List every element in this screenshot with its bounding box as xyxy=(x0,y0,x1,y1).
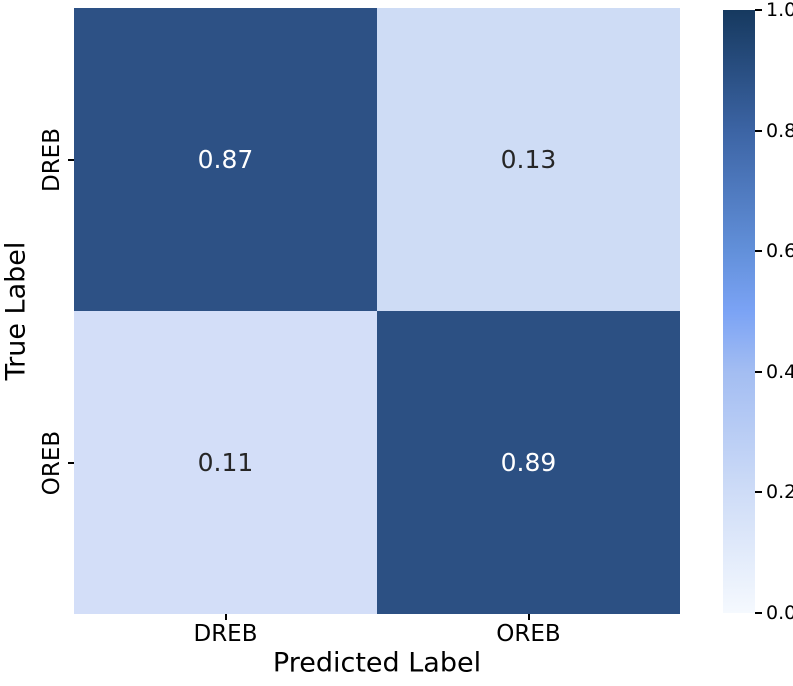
heatmap-cell-oreb-oreb: 0.89 xyxy=(377,311,680,614)
y-tick-label-dreb: DREB xyxy=(39,127,65,192)
colorbar-tick-mark-0.4 xyxy=(755,370,762,373)
colorbar-tick-mark-0.6 xyxy=(755,250,762,253)
x-tick-label-dreb: DREB xyxy=(193,621,258,647)
heatmap-plot: 0.87 0.13 0.11 0.89 xyxy=(74,8,680,614)
y-tick-mark-dreb xyxy=(68,158,74,161)
colorbar-tick-label-0.8: 0.8 xyxy=(766,119,793,142)
colorbar-tick-label-0.6: 0.6 xyxy=(766,240,793,263)
x-tick-mark-dreb xyxy=(224,614,227,620)
heatmap-cell-dreb-dreb: 0.87 xyxy=(74,8,377,311)
colorbar-tick-label-0.4: 0.4 xyxy=(766,360,793,383)
heatmap-cell-dreb-oreb: 0.13 xyxy=(377,8,680,311)
colorbar-tick-mark-1.0 xyxy=(755,9,762,11)
x-tick-label-oreb: OREB xyxy=(496,621,561,647)
x-axis-label: Predicted Label xyxy=(272,647,482,679)
colorbar-tick-label-1.0: 1.0 xyxy=(766,0,793,21)
colorbar-tick-mark-0.2 xyxy=(755,491,762,494)
y-tick-mark-oreb xyxy=(68,461,74,464)
colorbar-tick-label-0.0: 0.0 xyxy=(766,602,793,624)
heatmap-cell-oreb-dreb: 0.11 xyxy=(74,311,377,614)
y-tick-label-oreb: OREB xyxy=(39,430,65,495)
colorbar-tick-label-0.2: 0.2 xyxy=(766,481,793,504)
colorbar-tick-mark-0.0 xyxy=(755,612,762,614)
x-tick-mark-oreb xyxy=(527,614,530,620)
y-axis-label: True Label xyxy=(0,241,32,381)
colorbar-tick-mark-0.8 xyxy=(755,129,762,132)
colorbar xyxy=(723,10,755,613)
